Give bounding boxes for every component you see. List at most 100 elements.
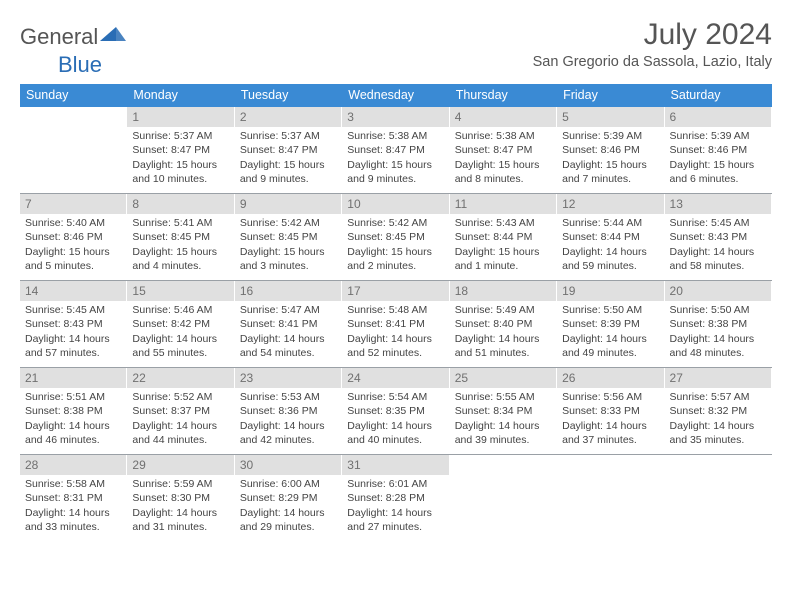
calendar-cell: 22Sunrise: 5:52 AMSunset: 8:37 PMDayligh… [127,368,234,454]
date-number: 20 [665,281,771,301]
sunset-line: Sunset: 8:35 PM [347,404,443,418]
daylight-line: Daylight: 14 hours and 27 minutes. [347,506,443,534]
daylight-line: Daylight: 14 hours and 57 minutes. [25,332,121,360]
sunset-line: Sunset: 8:45 PM [240,230,336,244]
calendar-cell: 26Sunrise: 5:56 AMSunset: 8:33 PMDayligh… [557,368,664,454]
date-number: 24 [342,368,448,388]
daylight-line: Daylight: 14 hours and 54 minutes. [240,332,336,360]
sunset-line: Sunset: 8:42 PM [132,317,228,331]
sunset-line: Sunset: 8:45 PM [132,230,228,244]
sunrise-line: Sunrise: 5:50 AM [670,303,766,317]
date-number: 14 [20,281,126,301]
weekday-header: Wednesday [342,84,449,107]
calendar-row: 28Sunrise: 5:58 AMSunset: 8:31 PMDayligh… [20,454,772,541]
date-number: 18 [450,281,556,301]
date-number: 31 [342,455,448,475]
logo-text-1: General [20,24,98,50]
daylight-line: Daylight: 14 hours and 46 minutes. [25,419,121,447]
calendar-cell: 29Sunrise: 5:59 AMSunset: 8:30 PMDayligh… [127,455,234,541]
sunrise-line: Sunrise: 5:40 AM [25,216,121,230]
calendar-cell: 13Sunrise: 5:45 AMSunset: 8:43 PMDayligh… [665,194,772,280]
date-number: 9 [235,194,341,214]
calendar-cell: 11 Sunrise: 5:43 AMSunset: 8:44 PMDayligh… [450,194,557,280]
date-number: 2 [235,107,341,127]
calendar-cell: 27Sunrise: 5:57 AMSunset: 8:32 PMDayligh… [665,368,772,454]
date-number: 11 [450,194,556,214]
calendar-cell: 30Sunrise: 6:00 AMSunset: 8:29 PMDayligh… [235,455,342,541]
sunset-line: Sunset: 8:47 PM [347,143,443,157]
sunset-line: Sunset: 8:34 PM [455,404,551,418]
date-number: 30 [235,455,341,475]
calendar-cell: 7Sunrise: 5:40 AMSunset: 8:46 PMDaylight… [20,194,127,280]
calendar-cell: 5Sunrise: 5:39 AMSunset: 8:46 PMDaylight… [557,107,664,193]
calendar-cell: 2Sunrise: 5:37 AMSunset: 8:47 PMDaylight… [235,107,342,193]
sunset-line: Sunset: 8:30 PM [132,491,228,505]
sunset-line: Sunset: 8:31 PM [25,491,121,505]
sunset-line: Sunset: 8:44 PM [455,230,551,244]
weekday-header: Thursday [450,84,557,107]
sunrise-line: Sunrise: 5:50 AM [562,303,658,317]
daylight-line: Daylight: 15 hours and 6 minutes. [670,158,766,186]
calendar-cell: 1Sunrise: 5:37 AMSunset: 8:47 PMDaylight… [127,107,234,193]
calendar-page: General July 2024 San Gregorio da Sassol… [0,0,792,551]
calendar-cell: 19Sunrise: 5:50 AMSunset: 8:39 PMDayligh… [557,281,664,367]
date-number: 23 [235,368,341,388]
daylight-line: Daylight: 14 hours and 59 minutes. [562,245,658,273]
calendar-cell: 4Sunrise: 5:38 AMSunset: 8:47 PMDaylight… [450,107,557,193]
weekday-header: Tuesday [235,84,342,107]
location: San Gregorio da Sassola, Lazio, Italy [533,54,772,70]
sunrise-line: Sunrise: 5:57 AM [670,390,766,404]
title-block: July 2024 San Gregorio da Sassola, Lazio… [533,18,772,70]
daylight-line: Daylight: 14 hours and 51 minutes. [455,332,551,360]
logo: General [20,24,126,50]
date-number: 22 [127,368,233,388]
daylight-line: Daylight: 14 hours and 42 minutes. [240,419,336,447]
calendar-cell [557,455,664,541]
daylight-line: Daylight: 15 hours and 1 minute. [455,245,551,273]
date-number: 19 [557,281,663,301]
sunrise-line: Sunrise: 5:42 AM [347,216,443,230]
sunrise-line: Sunrise: 5:48 AM [347,303,443,317]
calendar-cell: 16Sunrise: 5:47 AMSunset: 8:41 PMDayligh… [235,281,342,367]
daylight-line: Daylight: 14 hours and 39 minutes. [455,419,551,447]
logo-text-2: Blue [58,52,102,77]
calendar-row: 7Sunrise: 5:40 AMSunset: 8:46 PMDaylight… [20,193,772,280]
calendar-cell: 3Sunrise: 5:38 AMSunset: 8:47 PMDaylight… [342,107,449,193]
date-number [450,455,556,474]
sunset-line: Sunset: 8:41 PM [240,317,336,331]
daylight-line: Daylight: 14 hours and 48 minutes. [670,332,766,360]
date-number: 8 [127,194,233,214]
sunrise-line: Sunrise: 5:44 AM [562,216,658,230]
calendar-body: 1Sunrise: 5:37 AMSunset: 8:47 PMDaylight… [20,107,772,541]
sunrise-line: Sunrise: 5:59 AM [132,477,228,491]
date-number: 16 [235,281,341,301]
sunrise-line: Sunrise: 5:38 AM [455,129,551,143]
sunset-line: Sunset: 8:40 PM [455,317,551,331]
sunset-line: Sunset: 8:45 PM [347,230,443,244]
sunrise-line: Sunrise: 5:43 AM [455,216,551,230]
sunrise-line: Sunrise: 5:45 AM [670,216,766,230]
sunrise-line: Sunrise: 5:45 AM [25,303,121,317]
sunset-line: Sunset: 8:44 PM [562,230,658,244]
calendar-header-row: SundayMondayTuesdayWednesdayThursdayFrid… [20,84,772,107]
sunrise-line: Sunrise: 5:55 AM [455,390,551,404]
calendar-cell: 25Sunrise: 5:55 AMSunset: 8:34 PMDayligh… [450,368,557,454]
sunset-line: Sunset: 8:47 PM [240,143,336,157]
daylight-line: Daylight: 15 hours and 9 minutes. [347,158,443,186]
calendar-cell: 12 Sunrise: 5:44 AMSunset: 8:44 PMDayligh… [557,194,664,280]
sunrise-line: Sunrise: 5:39 AM [670,129,766,143]
calendar-cell [450,455,557,541]
sunset-line: Sunset: 8:37 PM [132,404,228,418]
sunrise-line: Sunrise: 5:42 AM [240,216,336,230]
daylight-line: Daylight: 15 hours and 2 minutes. [347,245,443,273]
sunset-line: Sunset: 8:46 PM [25,230,121,244]
daylight-line: Daylight: 15 hours and 5 minutes. [25,245,121,273]
date-number: 12 [557,194,663,214]
date-number: 1 [127,107,233,127]
weekday-header: Monday [127,84,234,107]
month-title: July 2024 [533,18,772,52]
calendar-cell: 20 Sunrise: 5:50 AMSunset: 8:38 PMDayligh… [665,281,772,367]
sunrise-line: Sunrise: 5:49 AM [455,303,551,317]
date-number: 26 [557,368,663,388]
sunset-line: Sunset: 8:38 PM [670,317,766,331]
